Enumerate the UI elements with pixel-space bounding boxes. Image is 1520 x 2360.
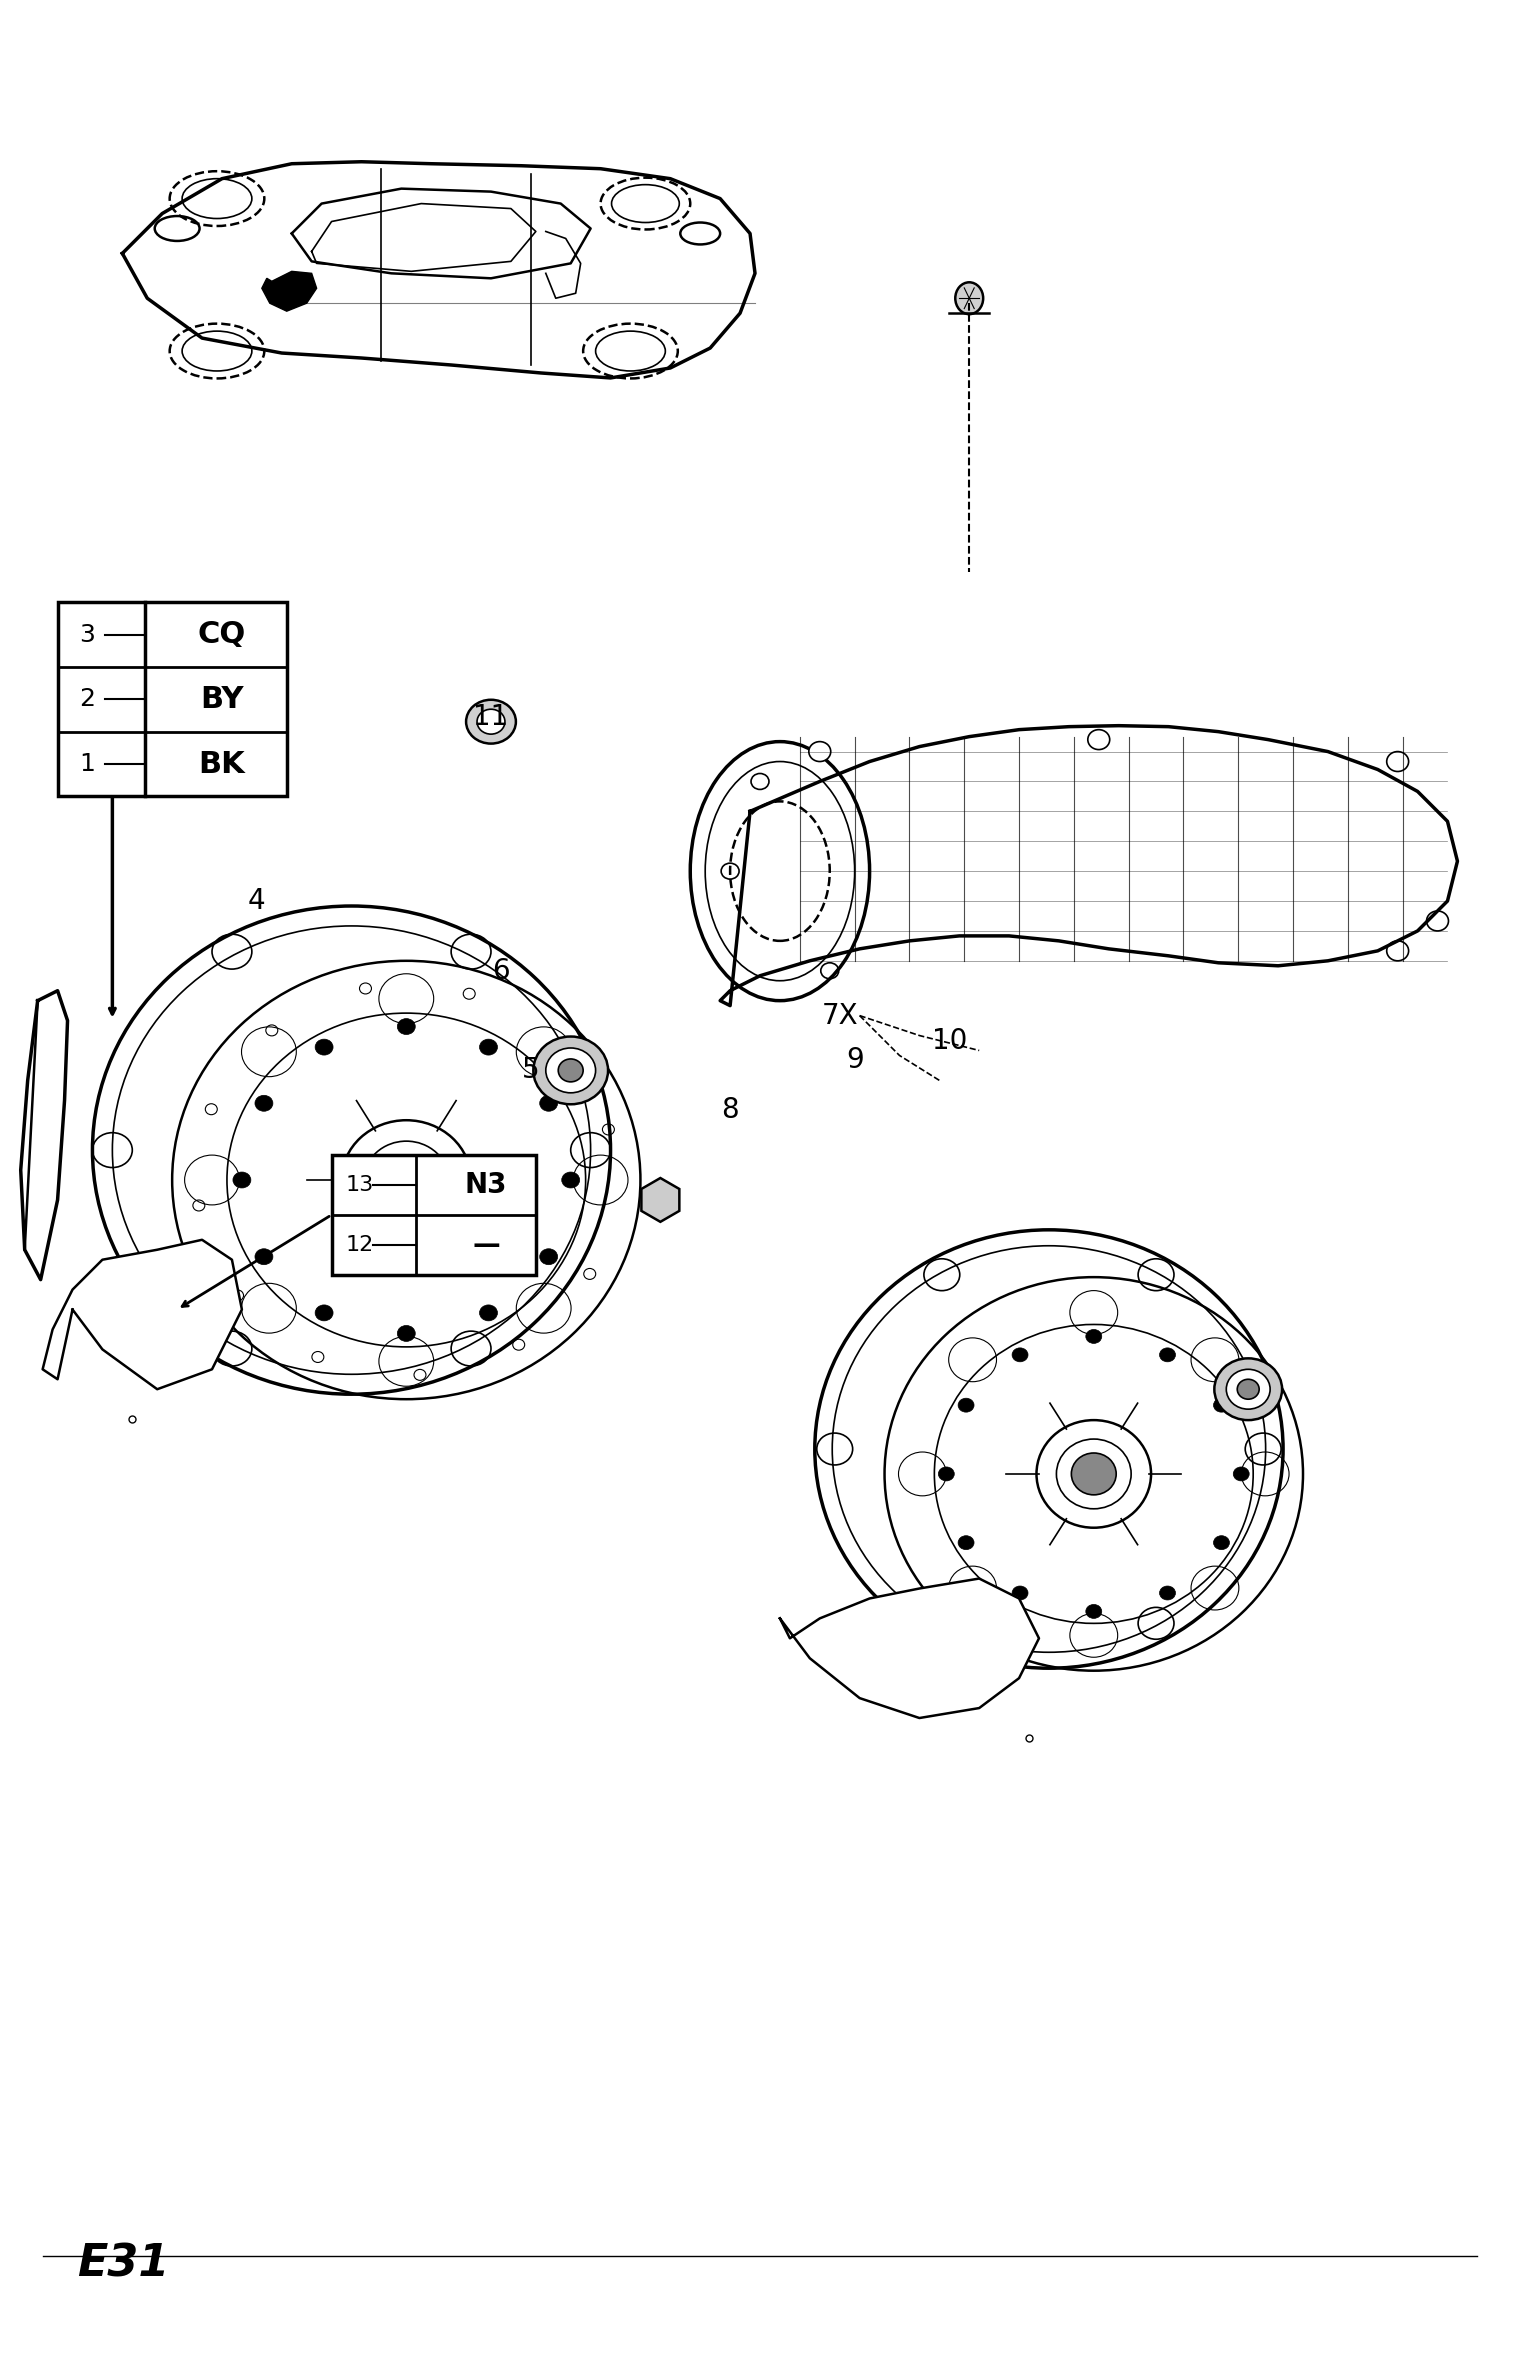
Text: 3: 3	[79, 623, 96, 647]
Ellipse shape	[382, 1156, 432, 1204]
Text: N3: N3	[465, 1171, 508, 1199]
Ellipse shape	[958, 1397, 974, 1411]
Ellipse shape	[938, 1468, 955, 1480]
Text: CQ: CQ	[198, 621, 246, 649]
Text: 6: 6	[492, 956, 509, 984]
Ellipse shape	[315, 1038, 333, 1055]
Ellipse shape	[955, 283, 983, 314]
Ellipse shape	[1427, 911, 1449, 930]
Bar	[331, 1154, 537, 1274]
Ellipse shape	[397, 1326, 415, 1340]
Text: 4: 4	[248, 887, 266, 916]
Ellipse shape	[342, 1121, 471, 1239]
Ellipse shape	[1227, 1369, 1271, 1409]
Ellipse shape	[558, 1060, 584, 1081]
Ellipse shape	[1237, 1378, 1259, 1399]
Text: 9: 9	[845, 1045, 863, 1074]
Ellipse shape	[479, 1038, 497, 1055]
Text: 8: 8	[722, 1097, 739, 1123]
Ellipse shape	[1233, 1468, 1249, 1480]
Text: BY: BY	[201, 684, 243, 713]
Ellipse shape	[1214, 1359, 1281, 1421]
Text: 5: 5	[521, 1057, 540, 1083]
Ellipse shape	[546, 1048, 596, 1093]
Ellipse shape	[534, 1036, 608, 1104]
Text: 12: 12	[345, 1234, 374, 1256]
Text: 1: 1	[79, 753, 96, 776]
Ellipse shape	[809, 741, 831, 762]
Ellipse shape	[1160, 1586, 1175, 1600]
Ellipse shape	[1085, 1329, 1102, 1343]
Ellipse shape	[1213, 1536, 1230, 1551]
Ellipse shape	[1213, 1397, 1230, 1411]
Ellipse shape	[540, 1095, 558, 1112]
Ellipse shape	[467, 701, 515, 743]
Ellipse shape	[1037, 1421, 1151, 1527]
Polygon shape	[43, 1239, 242, 1390]
Text: 13: 13	[345, 1175, 374, 1194]
Text: 11: 11	[473, 703, 509, 732]
Ellipse shape	[1085, 1605, 1102, 1619]
Ellipse shape	[562, 1173, 579, 1187]
Ellipse shape	[1012, 1348, 1028, 1362]
Text: E31: E31	[78, 2242, 170, 2287]
Text: 2: 2	[79, 687, 96, 710]
Ellipse shape	[1160, 1348, 1175, 1362]
Ellipse shape	[1072, 1454, 1116, 1494]
Ellipse shape	[1012, 1586, 1028, 1600]
Ellipse shape	[315, 1305, 333, 1322]
Ellipse shape	[479, 1305, 497, 1322]
Bar	[58, 602, 287, 795]
Ellipse shape	[477, 710, 505, 734]
Text: BK: BK	[199, 750, 245, 779]
Ellipse shape	[1088, 729, 1110, 750]
Text: 7X: 7X	[821, 1001, 857, 1029]
Ellipse shape	[397, 1020, 415, 1034]
Ellipse shape	[1386, 942, 1409, 961]
Text: 10: 10	[932, 1027, 967, 1055]
Ellipse shape	[1386, 750, 1409, 772]
Polygon shape	[780, 1579, 1040, 1718]
Ellipse shape	[958, 1536, 974, 1551]
Ellipse shape	[690, 741, 869, 1001]
Ellipse shape	[540, 1248, 558, 1265]
Polygon shape	[261, 271, 316, 312]
Ellipse shape	[233, 1173, 251, 1187]
Ellipse shape	[255, 1248, 274, 1265]
Text: —: —	[473, 1232, 500, 1258]
Ellipse shape	[255, 1095, 274, 1112]
